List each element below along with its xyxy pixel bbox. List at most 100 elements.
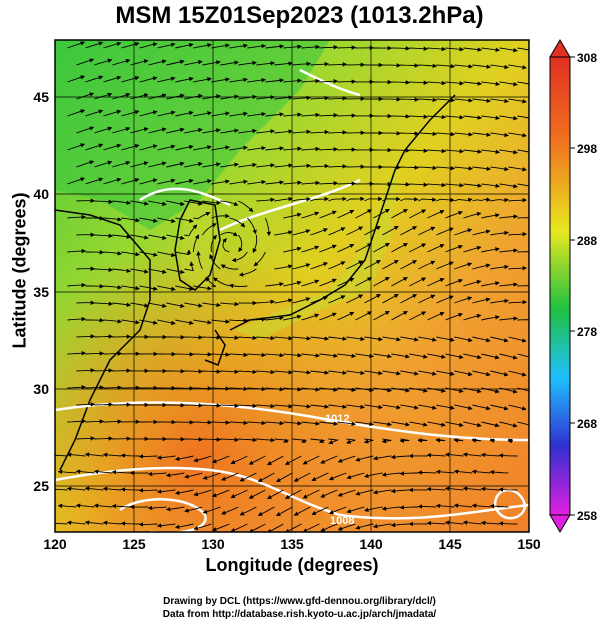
- wind-arrow: [373, 243, 390, 253]
- wind-arrow: [490, 132, 509, 138]
- wind-arrow: [175, 76, 194, 83]
- wind-arrow: [445, 81, 465, 86]
- wind-arrow: [436, 370, 455, 376]
- wind-arrow: [247, 386, 267, 392]
- wind-arrow: [499, 421, 518, 428]
- wind-arrow: [184, 200, 203, 206]
- wind-arrow: [328, 438, 340, 445]
- wind-arrow: [498, 487, 518, 492]
- wind-arrow: [265, 44, 285, 49]
- wind-arrow: [301, 353, 321, 358]
- wind-arrow: [427, 244, 445, 253]
- wind-arrow: [76, 58, 95, 66]
- wind-arrow: [102, 452, 122, 458]
- wind-arrow: [517, 421, 529, 426]
- wind-arrow: [310, 61, 330, 67]
- wind-arrow: [174, 523, 194, 530]
- wind-arrow: [517, 183, 529, 187]
- wind-arrow: [209, 253, 221, 270]
- wind-arrow: [230, 455, 248, 465]
- wind-arrow: [229, 318, 249, 323]
- wind-arrow: [337, 489, 356, 497]
- wind-arrow: [301, 245, 320, 253]
- wind-arrow: [175, 110, 194, 117]
- wind-arrow: [373, 277, 390, 287]
- wind-arrow: [463, 81, 483, 86]
- wind-arrow: [274, 163, 294, 168]
- wind-arrow: [247, 420, 267, 426]
- wind-arrow: [130, 161, 149, 168]
- wind-arrow: [247, 111, 267, 117]
- wind-arrow: [436, 197, 455, 203]
- wind-arrow: [481, 213, 500, 219]
- y-tick-label: 40: [33, 186, 49, 202]
- wind-arrow: [139, 319, 158, 325]
- wind-arrow: [391, 421, 410, 427]
- wind-arrow: [193, 43, 212, 49]
- wind-arrow: [337, 209, 355, 219]
- wind-arrow: [292, 61, 312, 67]
- wind-arrow: [409, 114, 429, 119]
- wind-arrow: [130, 59, 149, 66]
- wind-arrow: [157, 217, 176, 224]
- wind-arrow: [319, 113, 339, 118]
- wind-arrow: [256, 197, 276, 203]
- colorbar-tick-label: 278: [577, 325, 597, 339]
- wind-arrow: [202, 506, 221, 514]
- wind-arrow: [94, 301, 114, 307]
- wind-arrow: [193, 352, 213, 357]
- wind-arrow: [462, 486, 482, 491]
- wind-arrow: [222, 238, 230, 253]
- wind-arrow: [103, 285, 123, 290]
- wind-arrow: [490, 404, 509, 411]
- wind-arrow: [265, 315, 284, 321]
- wind-arrow: [229, 145, 248, 151]
- wind-arrow: [239, 506, 257, 516]
- wind-arrow: [391, 387, 410, 393]
- wind-arrow: [355, 387, 374, 393]
- wind-arrow: [256, 95, 276, 100]
- wind-arrow: [471, 469, 491, 474]
- wind-arrow: [319, 421, 339, 426]
- wind-arrow: [147, 471, 167, 477]
- wind-arrow: [174, 489, 194, 496]
- wind-arrow: [445, 149, 465, 154]
- wind-arrow: [292, 95, 312, 101]
- wind-arrow: [238, 403, 258, 409]
- wind-arrow: [256, 299, 276, 305]
- wind-arrow: [228, 283, 248, 289]
- wind-arrow: [517, 149, 529, 153]
- wind-arrow: [175, 178, 194, 185]
- wind-arrow: [292, 163, 312, 169]
- wind-arrow: [480, 520, 500, 526]
- wind-arrow: [355, 209, 373, 219]
- wind-arrow: [202, 162, 221, 168]
- wind-arrow: [220, 335, 240, 340]
- wind-arrow: [157, 144, 176, 151]
- wind-arrow: [148, 59, 167, 66]
- wind-arrow: [445, 387, 464, 394]
- wind-arrow: [211, 111, 230, 117]
- wind-arrow: [373, 209, 390, 219]
- wind-arrow: [156, 523, 176, 528]
- wind-arrow: [121, 110, 140, 117]
- wind-arrow: [248, 523, 266, 532]
- wind-arrow: [328, 96, 348, 101]
- wind-arrow: [337, 523, 356, 531]
- wind-arrow: [292, 336, 312, 341]
- wind-arrow: [283, 314, 302, 321]
- wind-arrow: [454, 198, 473, 203]
- wind-arrow: [112, 92, 131, 100]
- y-tick-label: 35: [33, 284, 49, 300]
- wind-arrow: [148, 200, 167, 206]
- wind-arrow: [517, 47, 529, 51]
- wind-arrow: [499, 248, 519, 253]
- wind-arrow: [211, 386, 231, 391]
- wind-arrow: [121, 178, 140, 185]
- wind-arrow: [85, 177, 104, 185]
- wind-arrow: [120, 453, 140, 458]
- credit-data: Data from http://database.rish.kyoto-u.a…: [162, 609, 437, 620]
- wind-arrow: [373, 311, 390, 321]
- colorbar-tick-label: 298: [577, 142, 597, 156]
- wind-arrow: [391, 148, 411, 153]
